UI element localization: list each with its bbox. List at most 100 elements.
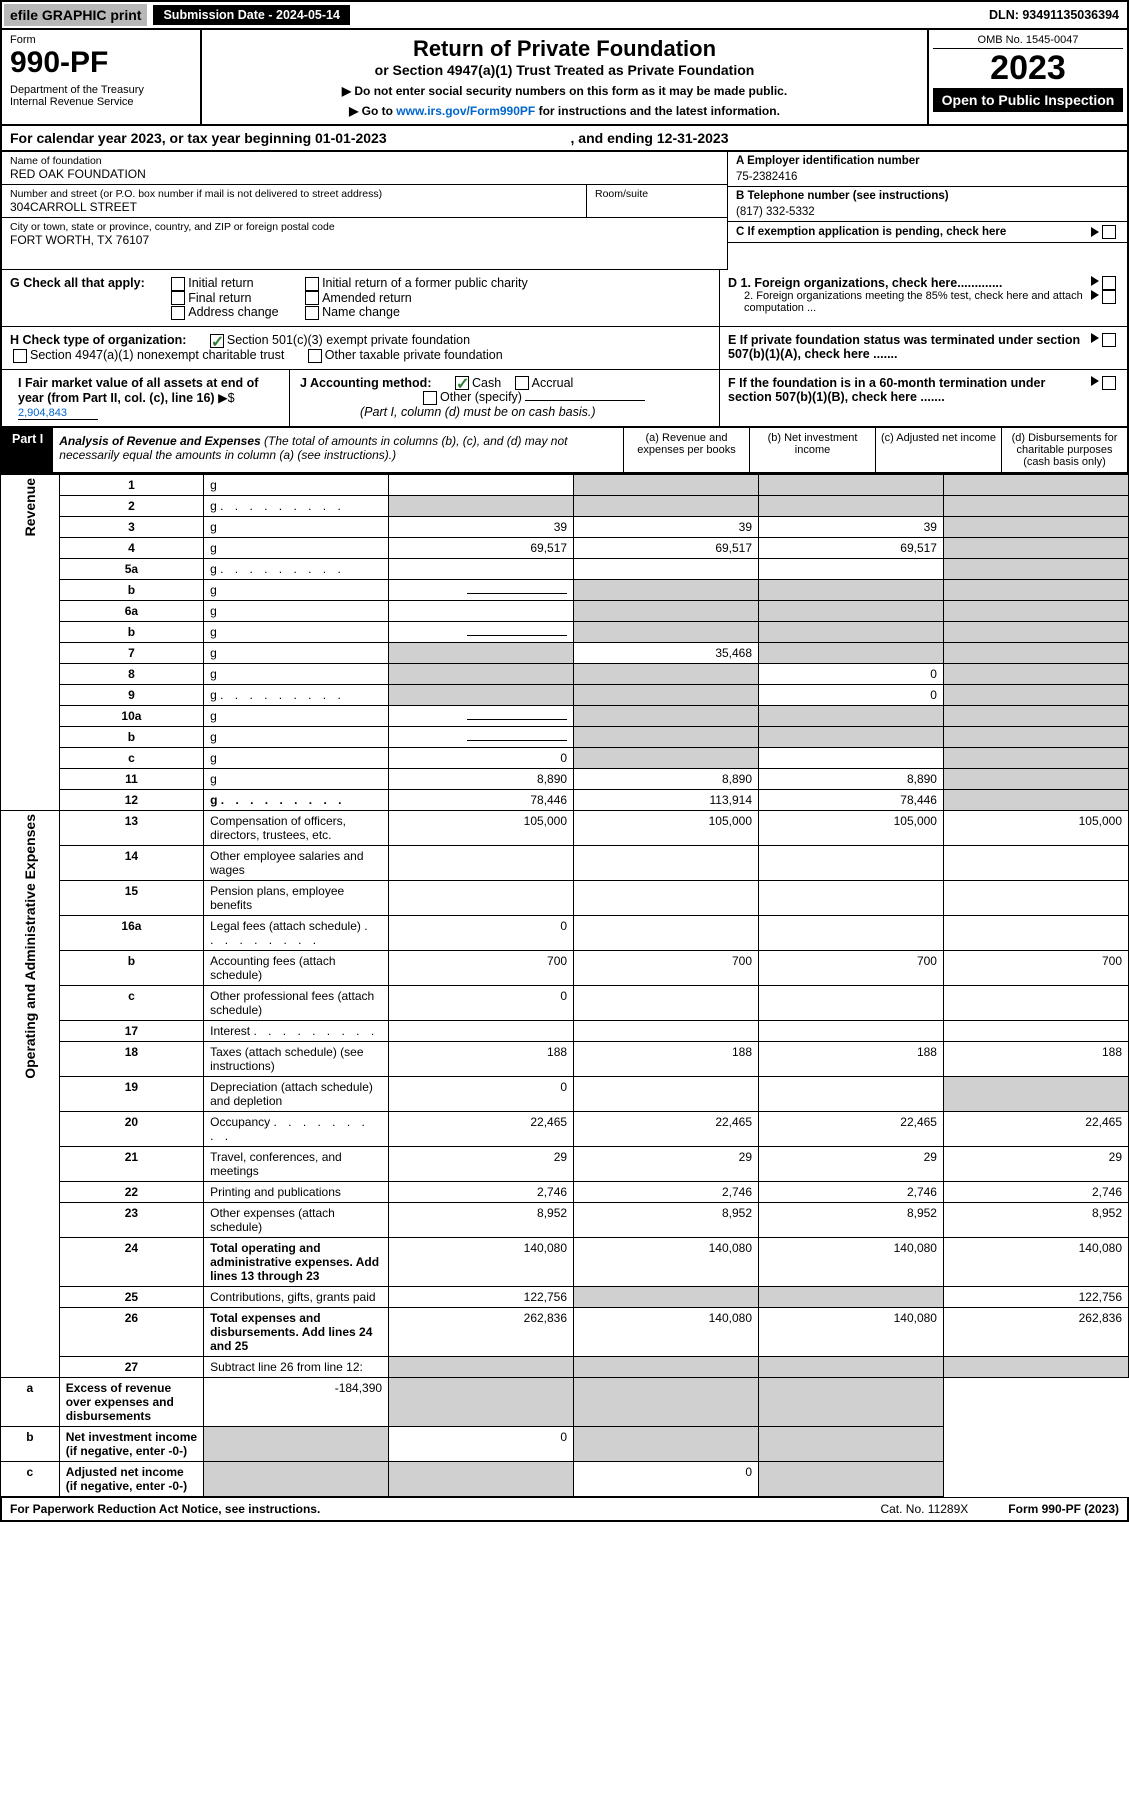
table-row: b g xyxy=(1,579,1129,600)
table-row: c g 0 xyxy=(1,747,1129,768)
phone-value: (817) 332-5332 xyxy=(736,206,1119,218)
table-row: 23 Other expenses (attach schedule) 8,95… xyxy=(1,1202,1129,1237)
section-h: H Check type of organization: Section 50… xyxy=(0,327,1129,369)
part1-header-row: Part I Analysis of Revenue and Expenses … xyxy=(0,428,1129,474)
c-checkbox[interactable] xyxy=(1102,225,1116,239)
city-value: FORT WORTH, TX 76107 xyxy=(10,233,719,247)
col-b-head: (b) Net investment income xyxy=(749,428,875,472)
instruction-2: ▶ Go to www.irs.gov/Form990PF for instru… xyxy=(208,104,921,118)
footer-left: For Paperwork Reduction Act Notice, see … xyxy=(10,1502,320,1516)
h-4947-checkbox[interactable] xyxy=(13,349,27,363)
form-header: Form 990-PF Department of the Treasury I… xyxy=(0,30,1129,126)
expenses-side-label: Operating and Administrative Expenses xyxy=(22,814,38,1079)
e-checkbox[interactable] xyxy=(1102,333,1116,347)
table-row: c Adjusted net income (if negative, ente… xyxy=(1,1461,1129,1496)
part1-label: Part I xyxy=(2,428,53,472)
table-row: c Other professional fees (attach schedu… xyxy=(1,985,1129,1020)
table-row: b Accounting fees (attach schedule) 7007… xyxy=(1,950,1129,985)
table-row: 9 g . . . . . . . . . 0 xyxy=(1,684,1129,705)
dept-label: Department of the Treasury Internal Reve… xyxy=(10,84,192,108)
h-other-checkbox[interactable] xyxy=(308,349,322,363)
table-row: 10a g xyxy=(1,705,1129,726)
arrow-icon xyxy=(1091,333,1099,343)
table-row: 21 Travel, conferences, and meetings 292… xyxy=(1,1146,1129,1181)
table-row: 16a Legal fees (attach schedule) . . . .… xyxy=(1,915,1129,950)
ein-label: A Employer identification number xyxy=(736,155,1119,167)
addr-value: 304CARROLL STREET xyxy=(10,200,578,214)
section-g: G Check all that apply: Initial return F… xyxy=(0,270,1129,327)
city-label: City or town, state or province, country… xyxy=(10,221,719,233)
table-row: 18 Taxes (attach schedule) (see instruct… xyxy=(1,1041,1129,1076)
form-word: Form xyxy=(10,34,192,46)
dln-label: DLN: 93491135036394 xyxy=(989,8,1125,22)
j-cash-checkbox[interactable] xyxy=(455,376,469,390)
table-row: Operating and Administrative Expenses 13… xyxy=(1,810,1129,845)
g-initial-checkbox[interactable] xyxy=(171,277,185,291)
col-d-head: (d) Disbursements for charitable purpose… xyxy=(1001,428,1127,472)
table-row: 26 Total expenses and disbursements. Add… xyxy=(1,1307,1129,1356)
table-row: 19 Depreciation (attach schedule) and de… xyxy=(1,1076,1129,1111)
arrow-icon xyxy=(1091,276,1099,286)
table-row: 15 Pension plans, employee benefits xyxy=(1,880,1129,915)
phone-label: B Telephone number (see instructions) xyxy=(736,190,1119,202)
form-subtitle: or Section 4947(a)(1) Trust Treated as P… xyxy=(208,62,921,78)
c-label: C If exemption application is pending, c… xyxy=(736,226,1091,238)
table-row: 11 g 8,8908,8908,890 xyxy=(1,768,1129,789)
table-row: 3 g 393939 xyxy=(1,516,1129,537)
j-accrual-checkbox[interactable] xyxy=(515,376,529,390)
section-i: I Fair market value of all assets at end… xyxy=(0,370,1129,428)
addr-label: Number and street (or P.O. box number if… xyxy=(10,188,578,200)
g-name-checkbox[interactable] xyxy=(305,306,319,320)
table-row: 8 g 0 xyxy=(1,663,1129,684)
table-row: a Excess of revenue over expenses and di… xyxy=(1,1377,1129,1426)
part1-table: Revenue 1 g 2 g . . . . . . . . . 3 g 39… xyxy=(0,474,1129,1497)
table-row: 14 Other employee salaries and wages xyxy=(1,845,1129,880)
d1-checkbox[interactable] xyxy=(1102,276,1116,290)
table-row: 12 g . . . . . . . . . 78,446113,91478,4… xyxy=(1,789,1129,810)
f-checkbox[interactable] xyxy=(1102,376,1116,390)
arrow-icon xyxy=(1091,376,1099,386)
page-footer: For Paperwork Reduction Act Notice, see … xyxy=(0,1497,1129,1522)
open-public-label: Open to Public Inspection xyxy=(933,88,1123,112)
irs-link[interactable]: www.irs.gov/Form990PF xyxy=(396,104,535,118)
calendar-year-row: For calendar year 2023, or tax year begi… xyxy=(0,126,1129,152)
form-title: Return of Private Foundation xyxy=(208,36,921,62)
table-row: 6a g xyxy=(1,600,1129,621)
form-number: 990-PF xyxy=(10,46,192,80)
table-row: b Net investment income (if negative, en… xyxy=(1,1426,1129,1461)
arrow-icon xyxy=(1091,227,1099,237)
j-other-checkbox[interactable] xyxy=(423,391,437,405)
tax-year: 2023 xyxy=(933,49,1123,88)
table-row: 25 Contributions, gifts, grants paid 122… xyxy=(1,1286,1129,1307)
foundation-name: RED OAK FOUNDATION xyxy=(10,167,719,181)
info-block: Name of foundation RED OAK FOUNDATION Nu… xyxy=(0,152,1129,270)
g-amended-checkbox[interactable] xyxy=(305,291,319,305)
footer-mid: Cat. No. 11289X xyxy=(880,1502,968,1516)
h-501c3-checkbox[interactable] xyxy=(210,334,224,348)
name-label: Name of foundation xyxy=(10,155,719,167)
arrow-icon xyxy=(1091,290,1099,300)
g-address-checkbox[interactable] xyxy=(171,306,185,320)
g-final-checkbox[interactable] xyxy=(171,291,185,305)
footer-right: Form 990-PF (2023) xyxy=(1008,1502,1119,1516)
table-row: Revenue 1 g xyxy=(1,474,1129,495)
table-row: 20 Occupancy . . . . . . . . . 22,46522,… xyxy=(1,1111,1129,1146)
col-a-head: (a) Revenue and expenses per books xyxy=(623,428,749,472)
table-row: 24 Total operating and administrative ex… xyxy=(1,1237,1129,1286)
table-row: 17 Interest . . . . . . . . . xyxy=(1,1020,1129,1041)
ein-value: 75-2382416 xyxy=(736,171,1119,183)
fmv-value: 2,904,843 xyxy=(18,407,98,420)
table-row: 22 Printing and publications 2,7462,7462… xyxy=(1,1181,1129,1202)
room-label: Room/suite xyxy=(595,188,719,200)
table-row: 27 Subtract line 26 from line 12: xyxy=(1,1356,1129,1377)
efile-label: efile GRAPHIC print xyxy=(4,4,147,26)
table-row: b g xyxy=(1,726,1129,747)
d2-checkbox[interactable] xyxy=(1102,290,1116,304)
table-row: 4 g 69,51769,51769,517 xyxy=(1,537,1129,558)
revenue-side-label: Revenue xyxy=(22,478,38,536)
table-row: 2 g . . . . . . . . . xyxy=(1,495,1129,516)
submission-date: Submission Date - 2024-05-14 xyxy=(153,5,349,25)
g-initial-public-checkbox[interactable] xyxy=(305,277,319,291)
omb-number: OMB No. 1545-0047 xyxy=(933,34,1123,49)
instruction-1: ▶ Do not enter social security numbers o… xyxy=(208,84,921,98)
